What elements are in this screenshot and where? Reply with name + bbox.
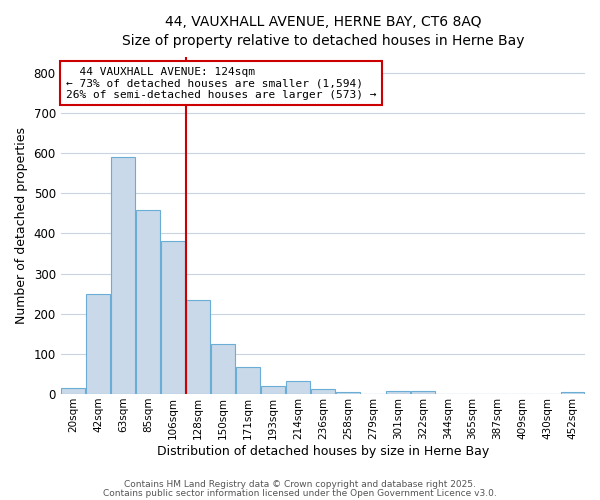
Text: Contains HM Land Registry data © Crown copyright and database right 2025.: Contains HM Land Registry data © Crown c… (124, 480, 476, 489)
Bar (560, 392, 584, 394)
Bar (211, 344, 235, 394)
Bar (186, 300, 210, 394)
Bar (261, 386, 285, 394)
X-axis label: Distribution of detached houses by size in Herne Bay: Distribution of detached houses by size … (157, 444, 489, 458)
Bar (311, 389, 335, 394)
Bar (61, 388, 85, 394)
Bar (111, 157, 135, 394)
Y-axis label: Number of detached properties: Number of detached properties (15, 127, 28, 324)
Bar (236, 366, 260, 394)
Text: 44 VAUXHALL AVENUE: 124sqm
← 73% of detached houses are smaller (1,594)
26% of s: 44 VAUXHALL AVENUE: 124sqm ← 73% of deta… (66, 66, 376, 100)
Bar (136, 210, 160, 394)
Text: Contains public sector information licensed under the Open Government Licence v3: Contains public sector information licen… (103, 490, 497, 498)
Title: 44, VAUXHALL AVENUE, HERNE BAY, CT6 8AQ
Size of property relative to detached ho: 44, VAUXHALL AVENUE, HERNE BAY, CT6 8AQ … (122, 15, 524, 48)
Bar (86, 294, 110, 394)
Bar (161, 242, 185, 394)
Bar (336, 392, 359, 394)
Bar (411, 391, 434, 394)
Bar (286, 381, 310, 394)
Bar (386, 391, 410, 394)
